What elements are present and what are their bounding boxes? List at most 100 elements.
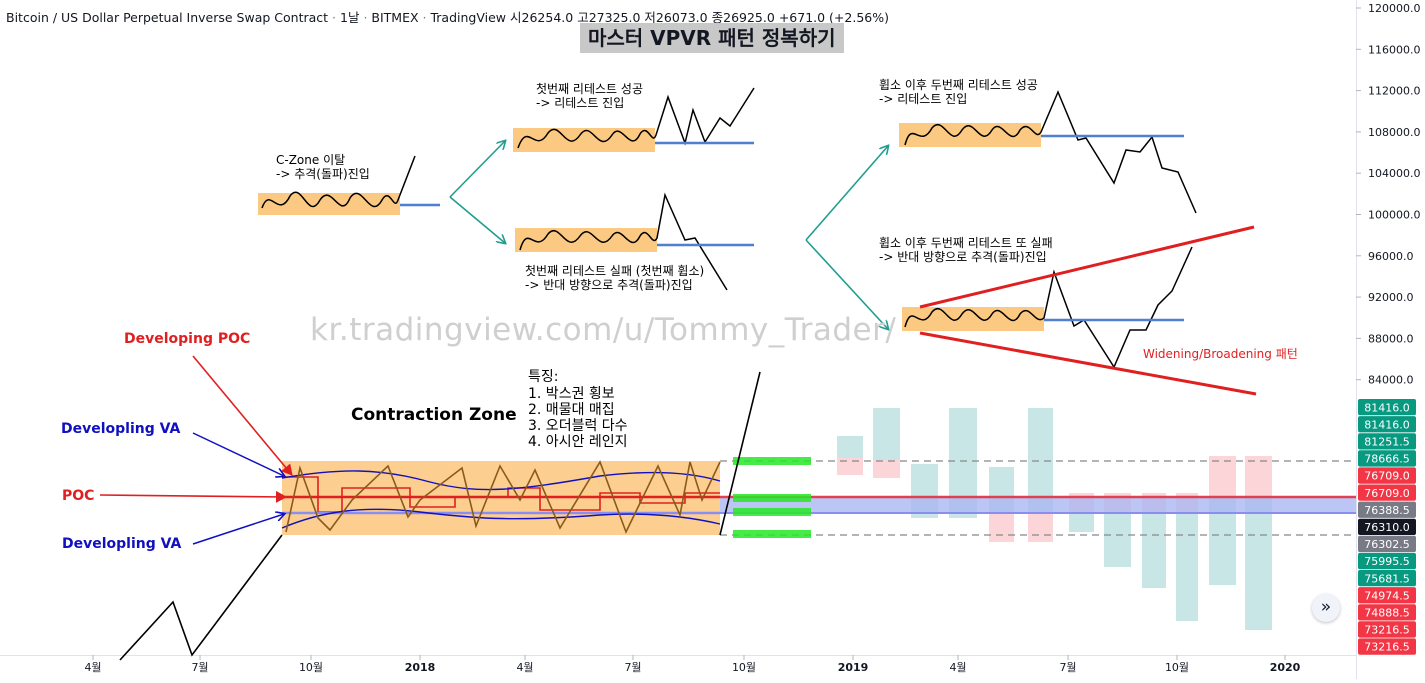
interval[interactable]: 1날 [340, 10, 360, 25]
vbar [1245, 456, 1272, 496]
price-label-badge [1358, 570, 1416, 587]
x-tick-label: 7월 [624, 661, 641, 674]
price-label-text: 75681.5 [1364, 572, 1410, 585]
r2-fail-wave [904, 246, 1193, 369]
x-tick-label: 4월 [949, 661, 966, 674]
x-tick-label: 10월 [1165, 661, 1189, 674]
vbar [873, 460, 900, 478]
x-tick-label: 10월 [732, 661, 756, 674]
high-label: 고 [577, 10, 589, 25]
volume-bars [837, 408, 1272, 630]
price-label-badge [1358, 621, 1416, 638]
price-label-badge [1358, 484, 1416, 501]
arrow-to-r1-success [449, 141, 505, 198]
chart-title: 마스터 VPVR 패턴 정복하기 [580, 23, 844, 53]
vbar [1245, 496, 1272, 630]
broadening-lower-line [919, 331, 1257, 396]
price-label-badge [1358, 552, 1416, 570]
y-tick-label: 116000.0 [1368, 43, 1421, 56]
vbar [989, 512, 1014, 542]
price-label-text: 81416.0 [1364, 418, 1410, 431]
broadening-upper-line [919, 225, 1255, 309]
contraction-zone-label: Contraction Zone [351, 405, 517, 425]
price-label-badge [1358, 433, 1416, 450]
r2-fail-text-1: 휩소 이후 두번째 리테스트 또 실패 [879, 236, 1053, 250]
y-tick-label: 112000.0 [1368, 85, 1421, 98]
price-labels: 81416.0 81416.0 81251.5 78666.5 76709.0 76709… [1358, 399, 1416, 655]
r1-success-wave [517, 87, 755, 149]
vbar [837, 458, 863, 475]
price-label-badge [1358, 467, 1416, 484]
price-label-text: 76302.5 [1364, 538, 1410, 551]
r1-success-text-2: -> 리테스트 진입 [536, 96, 624, 110]
arrow-poc [99, 490, 287, 503]
arrow-to-r1-fail [449, 196, 505, 243]
price-path-in [119, 534, 283, 661]
price-label-badge [1358, 587, 1416, 604]
zone-price-zigzag [285, 460, 721, 535]
time-axis-ticks[interactable]: 4월 7월 10월 2018 4월 7월 10월 2019 4월 7월 10월 2020 [84, 655, 1301, 674]
price-label-text: 81251.5 [1364, 436, 1410, 449]
x-tick-label: 10월 [299, 661, 323, 674]
x-tick-label: 2018 [405, 661, 436, 674]
arrow-dev-va-lower [192, 514, 284, 545]
x-tick-label: 4월 [84, 661, 101, 674]
y-tick-label: 92000.0 [1368, 291, 1414, 304]
y-tick-label: 100000.0 [1368, 209, 1421, 222]
price-label-text: 81416.0 [1364, 401, 1410, 414]
data-source: TradingView [430, 10, 507, 25]
r2-fail-text-2: -> 반대 방향으로 추격(돌파)진입 [879, 250, 1047, 264]
y-tick-label: 88000.0 [1368, 332, 1414, 345]
r2-success-text-1: 휩소 이후 두번째 리테스트 성공 [879, 78, 1038, 92]
price-label-text: 76310.0 [1364, 521, 1410, 534]
vbar [1209, 456, 1236, 496]
price-label-text: 76709.0 [1364, 487, 1410, 500]
vbar [1104, 512, 1131, 567]
close-label: 종 [711, 10, 724, 25]
price-label-text: 74888.5 [1364, 607, 1410, 620]
price-label-text: 73216.5 [1364, 641, 1410, 654]
r1-fail-text-1: 첫번째 리테스트 실패 (첫번째 휩소) [525, 264, 704, 278]
broadening-label: Widening/Broadening 패턴 [1143, 347, 1298, 361]
dev-va-upper [281, 470, 721, 491]
y-tick-label: 84000.0 [1368, 374, 1414, 387]
watermark: kr.tradingview.com/u/Tommy_Trader/ [310, 312, 897, 348]
vbar [1176, 512, 1198, 621]
price-label-badge [1358, 604, 1416, 621]
price-label-text: 75995.5 [1364, 555, 1410, 568]
developing-va-upper-label: Developling VA [61, 421, 181, 437]
arrow-developing-poc [192, 355, 293, 476]
y-tick-label: 96000.0 [1368, 250, 1414, 263]
r2-fail-box [902, 307, 1044, 331]
feature-item: 3. 오더블럭 다수 [528, 418, 628, 434]
vbar [1142, 512, 1166, 588]
x-tick-label: 7월 [1059, 661, 1076, 674]
vbar [1028, 408, 1053, 512]
scroll-to-realtime-button[interactable]: » [1312, 594, 1340, 622]
price-path-out [719, 371, 761, 536]
open-label: 시 [510, 10, 522, 25]
price-label-badge [1358, 416, 1416, 433]
developing-poc-label: Developing POC [124, 331, 250, 347]
y-tick-label: 104000.0 [1368, 167, 1421, 180]
green-block [733, 457, 811, 465]
features-title: 특징: [528, 369, 558, 385]
poc-label: POC [62, 488, 94, 504]
price-label-badge [1358, 518, 1416, 535]
price-label-badge [1358, 450, 1416, 467]
developing-va-lower-label: Developling VA [62, 536, 182, 552]
green-block [733, 494, 811, 502]
x-tick-label: 7월 [191, 661, 208, 674]
value-area-band [720, 497, 1356, 514]
open-value: 26254.0 [521, 10, 574, 25]
dev-va-lower [281, 508, 721, 529]
price-label-badge [1358, 535, 1416, 553]
price-label-badge [1358, 399, 1416, 416]
feature-item: 4. 아시안 레인지 [528, 434, 628, 450]
price-axis-ticks[interactable]: 120000.0 116000.0 112000.0 108000.0 104000.0… [1356, 2, 1421, 387]
high-value: 27325.0 [588, 10, 641, 25]
r1-fail-wave [519, 192, 728, 291]
symbol-name[interactable]: Bitcoin / US Dollar Perpetual Inverse Sw… [6, 10, 329, 25]
